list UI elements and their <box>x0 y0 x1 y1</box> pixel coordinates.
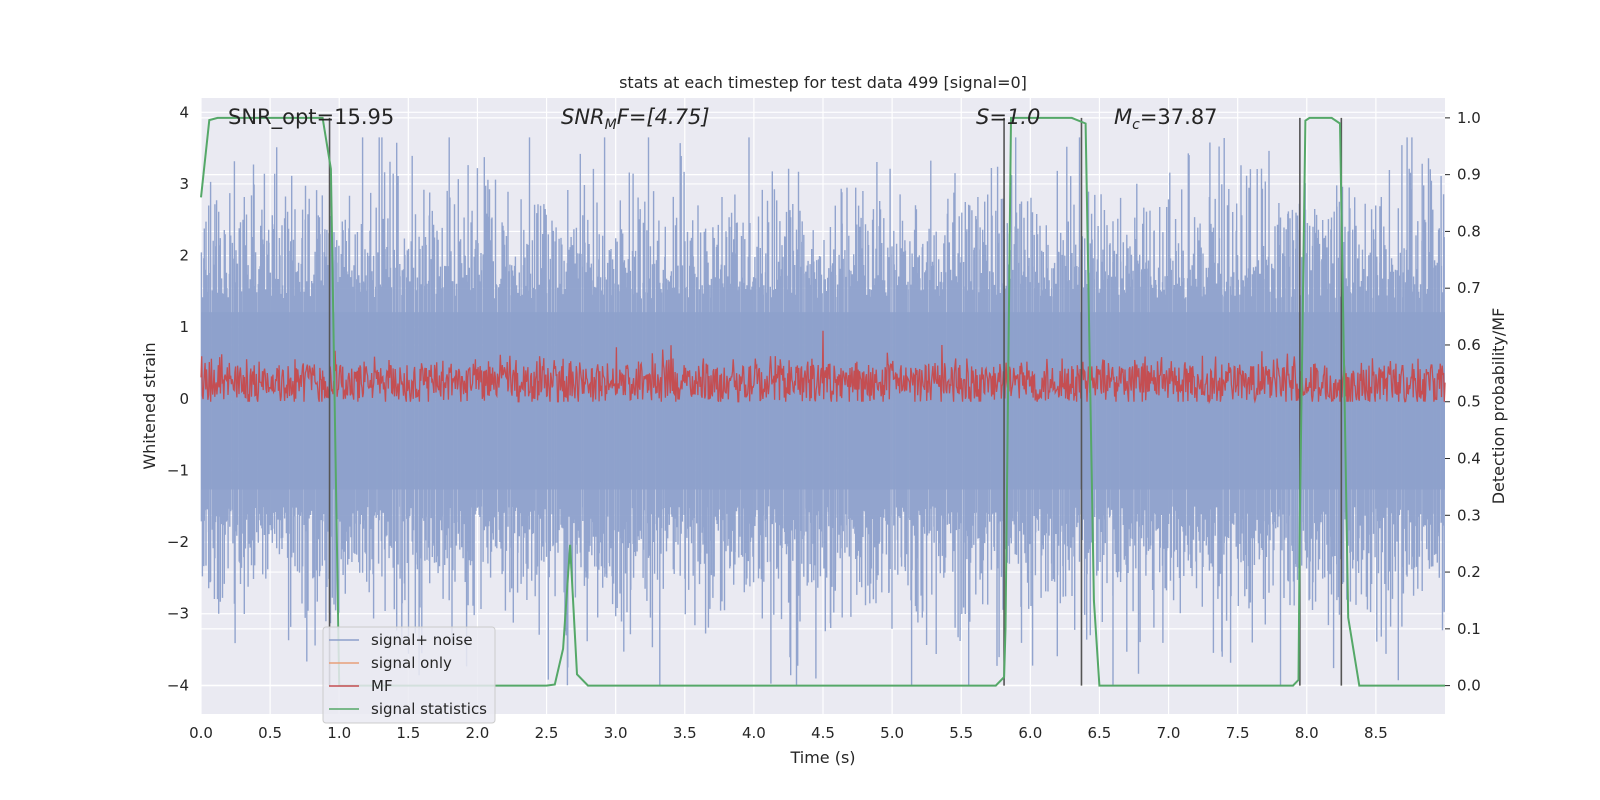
x-tick-label: 6.0 <box>1018 724 1042 742</box>
x-tick-label: 5.5 <box>949 724 973 742</box>
x-tick-label: 5.0 <box>880 724 904 742</box>
series-mf <box>200 330 1446 405</box>
y-tick-label-right: 0.5 <box>1457 393 1481 411</box>
x-tick-label: 3.5 <box>673 724 697 742</box>
x-tick-label: 0.0 <box>189 724 213 742</box>
y-tick-label-right: 0.0 <box>1457 677 1481 695</box>
x-tick-label: 1.5 <box>396 724 420 742</box>
x-axis-label: Time (s) <box>789 748 855 767</box>
annotation-snr-opt: SNR_opt=15.95 <box>228 105 394 130</box>
y-tick-label-left: 2 <box>179 247 189 265</box>
x-tick-label: 0.5 <box>258 724 282 742</box>
legend-label-mf: MF <box>371 677 393 695</box>
legend-label-signal-noise: signal+ noise <box>371 631 473 649</box>
y-tick-label-right: 0.4 <box>1457 450 1481 468</box>
y-tick-label-left: −2 <box>167 533 189 551</box>
x-tick-label: 4.5 <box>811 724 835 742</box>
y-tick-label-right: 0.3 <box>1457 506 1481 524</box>
y-tick-label-right: 0.1 <box>1457 620 1481 638</box>
annotation-s: S=1.0 <box>976 105 1040 129</box>
y-tick-label-left: 4 <box>179 103 189 121</box>
y-tick-label-right: 1.0 <box>1457 109 1481 127</box>
y-tick-label-right: 0.6 <box>1457 336 1481 354</box>
annotation-mc: Mc=37.87 <box>1114 105 1218 133</box>
y-tick-label-left: −3 <box>167 605 189 623</box>
annotation-snr-mf: SNRMF=[4.75] <box>561 105 710 133</box>
x-tick-label: 7.5 <box>1226 724 1250 742</box>
y-tick-label-left: 0 <box>179 390 189 408</box>
y-tick-label-left: −1 <box>167 461 189 479</box>
y-axis-label-right: Detection probability/MF <box>1489 308 1508 505</box>
legend-label-signal-only: signal only <box>371 654 452 672</box>
x-tick-label: 4.0 <box>742 724 766 742</box>
noise-trace <box>200 137 1445 686</box>
mf-trace <box>200 330 1446 405</box>
y-tick-label-right: 0.8 <box>1457 222 1481 240</box>
legend-label-signal-statistics: signal statistics <box>371 700 487 718</box>
legend: signal+ noise signal only MF signal stat… <box>322 626 496 724</box>
legend-box <box>322 626 496 724</box>
y-tick-label-right: 0.7 <box>1457 279 1481 297</box>
x-tick-label: 7.0 <box>1157 724 1181 742</box>
x-tick-label: 2.0 <box>466 724 490 742</box>
y-tick-label-right: 0.9 <box>1457 166 1481 184</box>
y-tick-label-left: −4 <box>167 676 189 694</box>
y-tick-label-right: 0.2 <box>1457 563 1481 581</box>
y-axis-label-left: Whitened strain <box>140 342 159 469</box>
y-tick-label-left: 3 <box>179 175 189 193</box>
chart-title: stats at each timestep for test data 499… <box>619 73 1027 92</box>
x-tick-label: 8.0 <box>1295 724 1319 742</box>
x-tick-label: 6.5 <box>1088 724 1112 742</box>
y-tick-label-left: 1 <box>179 318 189 336</box>
x-tick-label: 3.0 <box>604 724 628 742</box>
x-tick-label: 2.5 <box>535 724 559 742</box>
x-tick-label: 8.5 <box>1364 724 1388 742</box>
tick-labels: 0.0 0.5 1.0 1.5 2.0 2.5 3.0 3.5 4.0 4.5 5.0 5.5 6.0 6… <box>167 103 1481 742</box>
x-tick-label: 1.0 <box>327 724 351 742</box>
